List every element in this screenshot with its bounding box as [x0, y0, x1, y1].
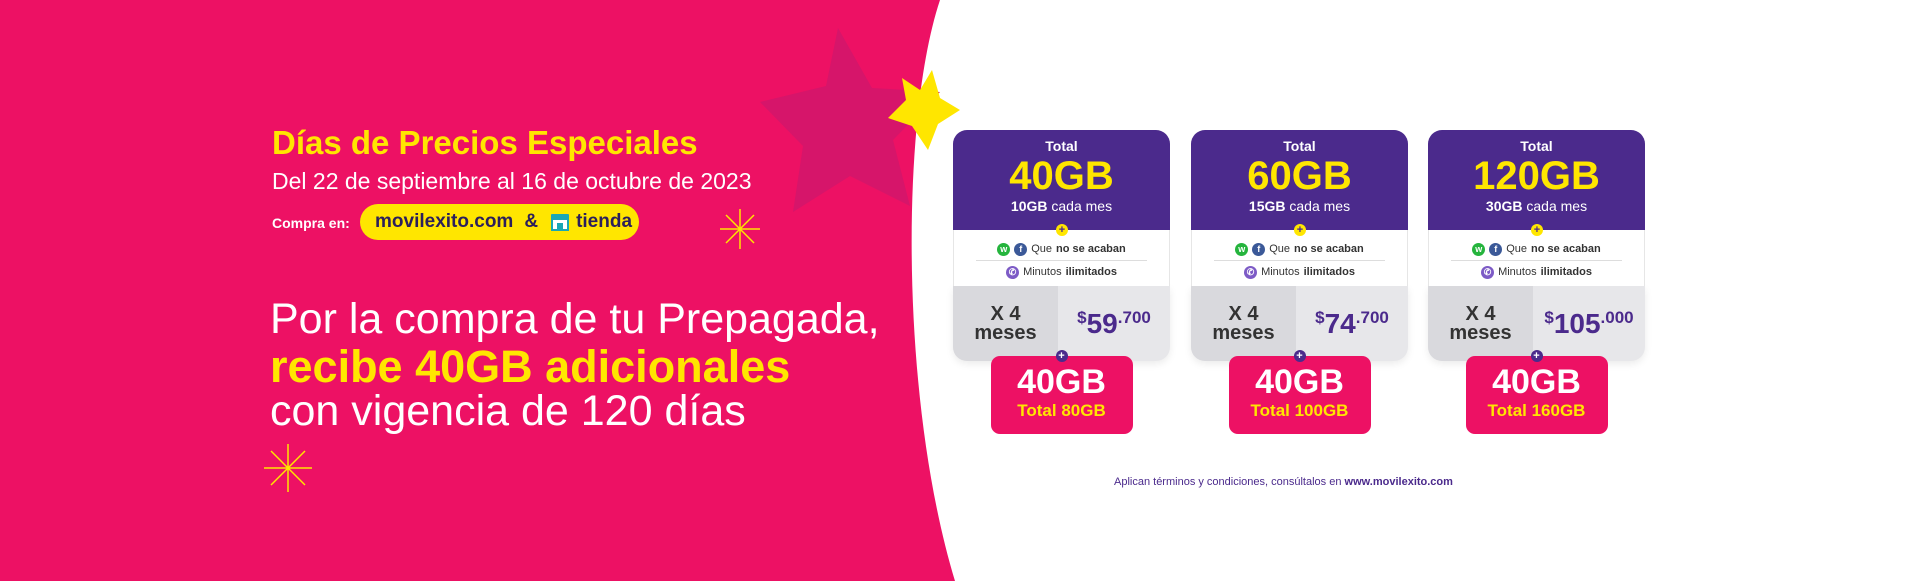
plus-icon: +	[1531, 224, 1543, 236]
sparkle-icon	[264, 444, 312, 492]
store-icon	[551, 214, 570, 231]
divider	[976, 260, 1147, 261]
plan-price-row: X 4 meses $59.700	[953, 286, 1170, 361]
facebook-icon: f	[1014, 242, 1028, 256]
bonus-box: + 40GB Total 80GB	[990, 350, 1133, 434]
whatsapp-icon: w	[997, 242, 1011, 256]
price-amount: $74.700	[1315, 307, 1389, 339]
plan-card-40gb[interactable]: Total 40GB 10GB cada mes + w f Que no se …	[953, 130, 1170, 434]
feature-minutes: ✆ Minutos ilimitados	[1429, 262, 1644, 282]
plan-monthly: 30GB cada mes	[1485, 198, 1588, 214]
plan-header: Total 40GB 10GB cada mes	[953, 130, 1170, 230]
plan-features: + w f Que no se acaban ✆ Minutos ilimitado…	[953, 224, 1170, 286]
feature-social: w f Que no se acaban	[1192, 239, 1407, 259]
plan-monthly: 15GB cada mes	[1248, 198, 1351, 214]
price-months: X 4 meses	[1191, 286, 1296, 361]
price-months: X 4 meses	[1428, 286, 1533, 361]
plan-price-row: X 4 meses $74.700	[1191, 286, 1408, 361]
plus-icon: +	[1294, 224, 1306, 236]
plan-card-60gb[interactable]: Total 60GB 15GB cada mes + w f Que no se …	[1191, 130, 1408, 434]
facebook-icon: f	[1489, 242, 1503, 256]
plan-header: Total 60GB 15GB cada mes	[1191, 130, 1408, 230]
whatsapp-icon: w	[1472, 242, 1486, 256]
buy-label: Compra en:	[272, 215, 350, 231]
plan-price-row: X 4 meses $105.000	[1428, 286, 1645, 361]
plan-total-label: Total	[1045, 138, 1078, 154]
plan-total-gb: 60GB	[1247, 154, 1352, 198]
bonus-total: Total 100GB	[1250, 401, 1349, 420]
feature-minutes: ✆ Minutos ilimitados	[954, 262, 1169, 282]
plus-icon: +	[1055, 350, 1068, 362]
ampersand: &	[524, 211, 539, 232]
plan-header: Total 120GB 30GB cada mes	[1428, 130, 1645, 230]
plan-card-120gb[interactable]: Total 120GB 30GB cada mes + w f Que no se…	[1428, 130, 1645, 434]
promo-title: Días de Precios Especiales	[272, 124, 698, 161]
bonus-box: + 40GB Total 100GB	[1228, 350, 1371, 434]
bonus-total: Total 160GB	[1487, 401, 1586, 420]
plan-total-gb: 40GB	[1009, 154, 1114, 198]
plan-total-gb: 120GB	[1473, 154, 1600, 198]
plan-total-label: Total	[1520, 138, 1553, 154]
bonus-total: Total 80GB	[1017, 401, 1106, 420]
phone-icon: ✆	[1481, 265, 1495, 279]
price-months: X 4 meses	[953, 286, 1058, 361]
plus-icon: +	[1056, 224, 1068, 236]
terms-note: Aplican términos y condiciones, consúlta…	[1114, 476, 1453, 488]
promo-left-panel: Días de Precios Especiales Del 22 de sep…	[0, 0, 950, 581]
facebook-icon: f	[1252, 242, 1266, 256]
price-amount: $105.000	[1544, 307, 1634, 339]
whatsapp-icon: w	[1235, 242, 1249, 256]
headline-line-3: con vigencia de 120 días	[270, 387, 746, 435]
bonus-gb: 40GB	[1255, 363, 1344, 401]
bonus-gb: 40GB	[1017, 363, 1106, 401]
promo-dates: Del 22 de septiembre al 16 de octubre de…	[272, 168, 752, 194]
sparkle-icon	[720, 209, 760, 249]
headline-line-1: Por la compra de tu Prepagada,	[270, 295, 880, 343]
price-amount: $59.700	[1077, 307, 1151, 339]
bonus-gb: 40GB	[1492, 363, 1581, 401]
plan-monthly: 10GB cada mes	[1010, 198, 1113, 214]
plan-features: + w f Que no se acaban ✆ Minutos ilimitado…	[1191, 224, 1408, 286]
buy-channels-pill[interactable]: movilexito.com & tienda	[360, 204, 639, 240]
site-link[interactable]: movilexito.com	[375, 211, 514, 232]
plus-icon: +	[1293, 350, 1306, 362]
feature-social: w f Que no se acaban	[1429, 239, 1644, 259]
headline-line-2: recibe 40GB adicionales	[270, 341, 791, 392]
store-link[interactable]: tienda	[576, 211, 633, 232]
terms-link[interactable]: www.movilexito.com	[1344, 476, 1453, 488]
divider	[1451, 260, 1622, 261]
plus-icon: +	[1530, 350, 1543, 362]
divider	[1214, 260, 1385, 261]
plan-total-label: Total	[1283, 138, 1316, 154]
phone-icon: ✆	[1244, 265, 1258, 279]
plan-features: + w f Que no se acaban ✆ Minutos ilimitado…	[1428, 224, 1645, 286]
feature-minutes: ✆ Minutos ilimitados	[1192, 262, 1407, 282]
feature-social: w f Que no se acaban	[954, 239, 1169, 259]
bonus-box: + 40GB Total 160GB	[1465, 350, 1608, 434]
phone-icon: ✆	[1006, 265, 1020, 279]
